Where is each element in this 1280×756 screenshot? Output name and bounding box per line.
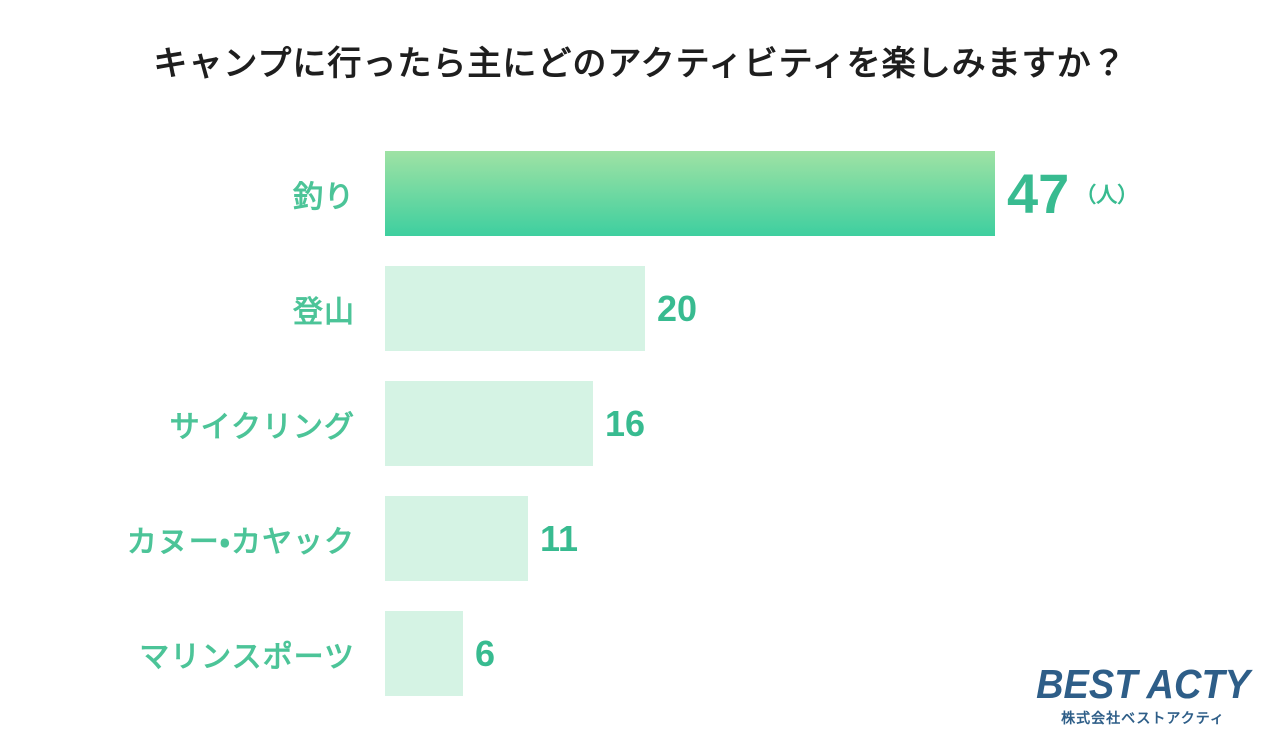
category-label-fishing: 釣り [293, 180, 355, 214]
bar-row-canoe-kayak: カヌー・カヤック 11 [0, 496, 1280, 581]
bar-row-mountain-climbing: 登山 20 [0, 266, 1280, 351]
value-label-cycling: 16 [605, 402, 646, 444]
bar-row-marine-sports: マリンスポーツ 6 [0, 611, 1280, 696]
page: キャンプに行ったら主にどのアクティビティを楽しみますか？ 釣り 47 （人） 登山… [0, 36, 1280, 756]
bar-cycling [385, 381, 593, 466]
category-label-mountain-climbing: 登山 [293, 295, 355, 329]
brand-logo-text: BEST ACTY [1036, 662, 1250, 708]
unit-label: （人） [1075, 183, 1139, 207]
bar-mountain-climbing [385, 266, 645, 351]
bar-chart: 釣り 47 （人） 登山 20 サイクリング 16 カヌー・カヤック 11 マリン… [0, 151, 1280, 726]
brand-logo: BEST ACTY 株式会社ベストアクティ [1036, 662, 1250, 728]
value-number: 47 [1007, 162, 1070, 225]
bar-fishing [385, 151, 995, 236]
category-label-marine-sports: マリンスポーツ [139, 640, 355, 674]
bar-row-cycling: サイクリング 16 [0, 381, 1280, 466]
chart-title: キャンプに行ったら主にどのアクティビティを楽しみますか？ [153, 45, 1127, 83]
bar-canoe-kayak [385, 496, 528, 581]
value-label-canoe-kayak: 11 [540, 517, 579, 559]
category-label-cycling: サイクリング [169, 410, 355, 444]
bar-row-fishing: 釣り 47 （人） [0, 151, 1280, 236]
value-label-marine-sports: 6 [475, 632, 496, 674]
value-label-mountain-climbing: 20 [657, 287, 698, 329]
brand-company-name: 株式会社ベストアクティ [1061, 710, 1225, 726]
category-label-canoe-kayak: カヌー・カヤック [126, 525, 355, 559]
bar-marine-sports [385, 611, 463, 696]
value-label-fishing: 47 （人） [1007, 161, 1138, 226]
